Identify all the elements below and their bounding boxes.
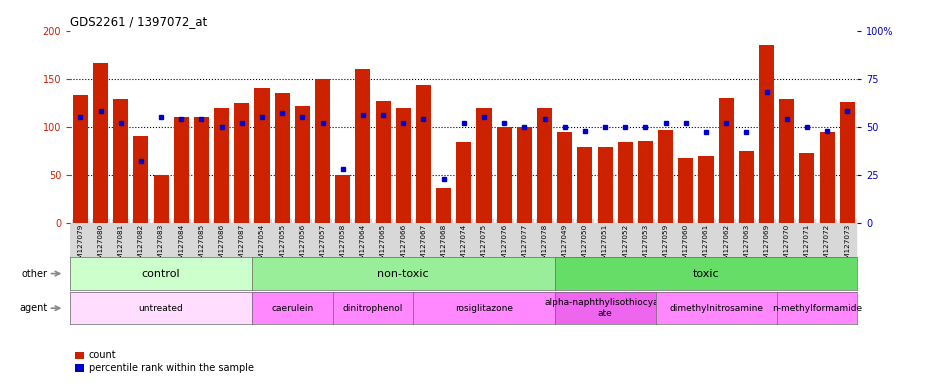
Bar (475, 109, 491, 223)
Bar (395, 108, 410, 223)
Bar (274, 93, 289, 223)
Text: GDS2261 / 1397072_at: GDS2261 / 1397072_at (70, 15, 207, 28)
Bar (213, 108, 229, 223)
Bar (113, 99, 128, 223)
Bar (93, 63, 108, 223)
Text: other: other (22, 268, 47, 279)
Bar (496, 127, 511, 223)
Bar (517, 127, 532, 223)
Bar (234, 103, 249, 223)
Bar (779, 99, 794, 223)
Bar (73, 95, 88, 223)
Text: agent: agent (19, 303, 47, 313)
Bar (617, 142, 632, 223)
Bar (355, 69, 370, 223)
Bar (335, 175, 350, 223)
Text: control: control (141, 268, 181, 279)
Bar (314, 79, 329, 223)
Bar (819, 131, 834, 223)
Text: dinitrophenol: dinitrophenol (343, 304, 402, 313)
Text: rosiglitazone: rosiglitazone (455, 304, 512, 313)
Bar (758, 45, 773, 223)
Bar (678, 159, 693, 223)
Bar (536, 108, 551, 223)
Text: dimethylnitrosamine: dimethylnitrosamine (668, 304, 762, 313)
Text: untreated: untreated (139, 304, 183, 313)
Bar (577, 147, 592, 223)
Bar (133, 136, 148, 223)
Bar (839, 102, 854, 223)
Text: n-methylformamide: n-methylformamide (771, 304, 861, 313)
Bar (173, 117, 189, 223)
Text: non-toxic: non-toxic (377, 268, 429, 279)
Bar (255, 88, 270, 223)
Bar (597, 147, 612, 223)
Legend: count, percentile rank within the sample: count, percentile rank within the sample (75, 351, 254, 373)
Bar (375, 101, 390, 223)
Bar (798, 153, 813, 223)
Bar (657, 130, 672, 223)
Text: caerulein: caerulein (271, 304, 313, 313)
Bar (416, 86, 431, 223)
Bar (738, 151, 753, 223)
Text: toxic: toxic (692, 268, 719, 279)
Bar (718, 98, 733, 223)
Bar (435, 188, 451, 223)
Bar (557, 132, 572, 223)
Bar (456, 142, 471, 223)
Bar (637, 141, 652, 223)
Bar (194, 117, 209, 223)
Text: alpha-naphthylisothiocyan
ate: alpha-naphthylisothiocyan ate (545, 298, 665, 318)
Bar (697, 156, 713, 223)
Bar (154, 175, 168, 223)
Bar (295, 106, 310, 223)
